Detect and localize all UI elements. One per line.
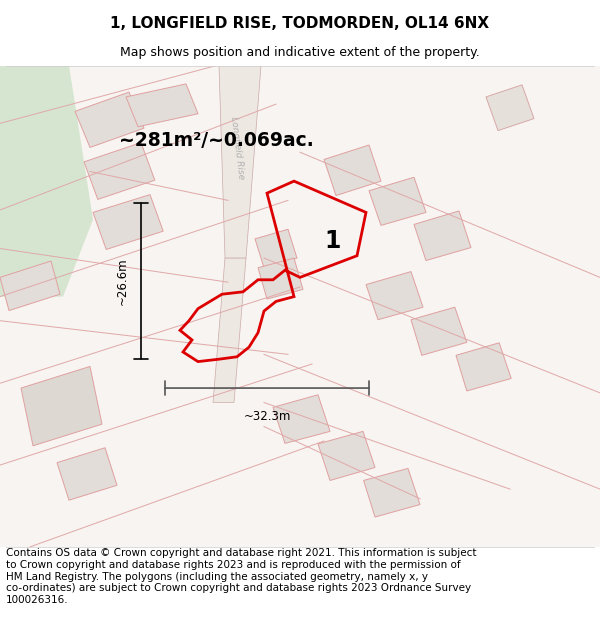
Polygon shape: [84, 142, 155, 199]
Text: 1: 1: [325, 229, 341, 253]
Polygon shape: [57, 448, 117, 500]
Polygon shape: [21, 366, 102, 446]
Polygon shape: [213, 258, 246, 402]
Polygon shape: [93, 194, 163, 249]
Polygon shape: [486, 85, 534, 131]
Polygon shape: [273, 395, 330, 443]
Text: Map shows position and indicative extent of the property.: Map shows position and indicative extent…: [120, 46, 480, 59]
Polygon shape: [414, 211, 471, 261]
Polygon shape: [255, 229, 297, 268]
Polygon shape: [75, 92, 144, 148]
Polygon shape: [219, 66, 261, 258]
Polygon shape: [0, 261, 60, 311]
Polygon shape: [366, 272, 423, 320]
Text: Contains OS data © Crown copyright and database right 2021. This information is : Contains OS data © Crown copyright and d…: [6, 549, 476, 605]
Text: 1, LONGFIELD RISE, TODMORDEN, OL14 6NX: 1, LONGFIELD RISE, TODMORDEN, OL14 6NX: [110, 16, 490, 31]
Polygon shape: [456, 343, 511, 391]
Polygon shape: [318, 431, 375, 481]
Text: ~32.3m: ~32.3m: [244, 410, 290, 422]
Polygon shape: [126, 84, 198, 127]
Polygon shape: [369, 177, 426, 226]
Polygon shape: [0, 66, 93, 297]
Polygon shape: [411, 308, 467, 356]
Text: ~281m²/~0.069ac.: ~281m²/~0.069ac.: [119, 131, 313, 150]
Polygon shape: [258, 258, 303, 299]
Polygon shape: [324, 145, 381, 196]
Text: Longfield Rise: Longfield Rise: [229, 116, 245, 179]
Polygon shape: [364, 468, 420, 517]
Polygon shape: [0, 66, 600, 547]
Text: ~26.6m: ~26.6m: [116, 257, 129, 305]
